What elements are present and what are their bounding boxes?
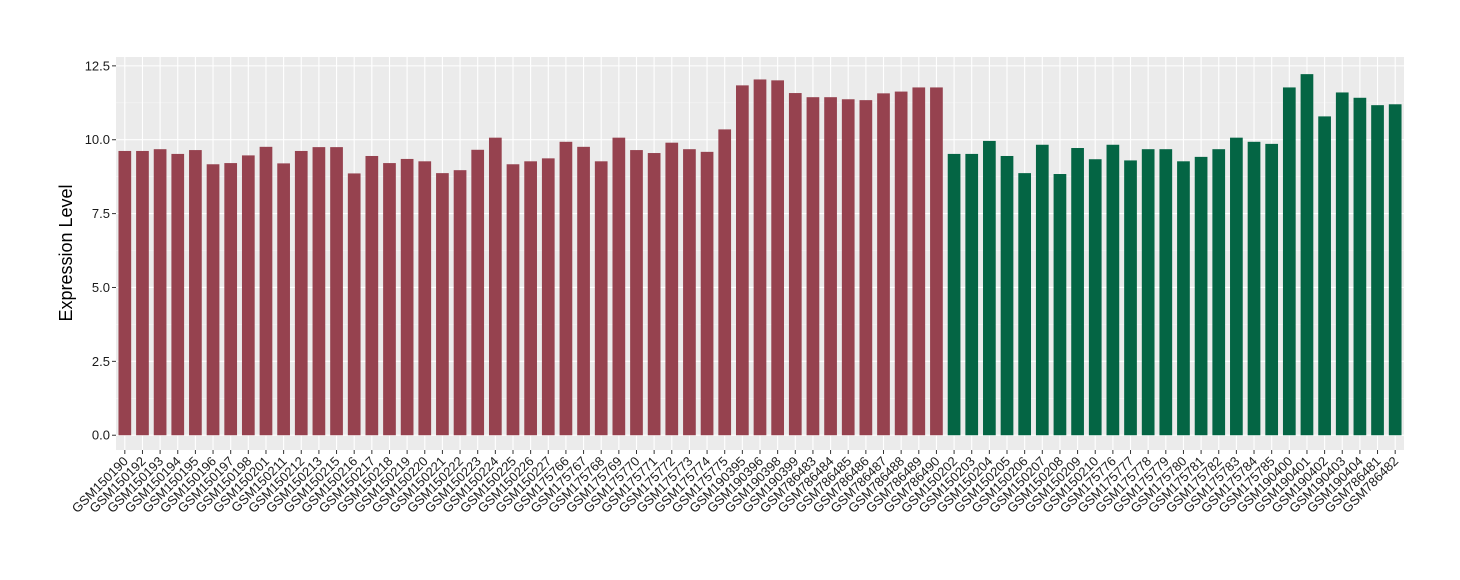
bar [1071, 148, 1084, 436]
bar [1265, 143, 1279, 436]
bar [1353, 97, 1367, 436]
bar [1035, 144, 1049, 436]
bar [841, 99, 855, 436]
bar [1300, 74, 1314, 436]
bar [1388, 104, 1402, 436]
bar [753, 79, 767, 436]
bar [241, 155, 255, 436]
bar [541, 158, 555, 436]
bar [1371, 105, 1384, 436]
bar [1000, 155, 1014, 436]
bar [894, 91, 908, 436]
bar [294, 150, 308, 436]
bar [1088, 159, 1102, 436]
bar [1230, 137, 1243, 436]
bar [1282, 87, 1296, 436]
bar [383, 163, 396, 436]
bar [1318, 116, 1331, 436]
bar [524, 161, 537, 436]
bar [1194, 156, 1208, 436]
bar [1212, 149, 1226, 436]
bar [471, 149, 485, 436]
bar [718, 129, 732, 436]
bar [312, 147, 326, 436]
bar [1335, 92, 1349, 436]
bar [1159, 149, 1173, 436]
bar [1177, 161, 1190, 436]
y-tick-label: 0.0 [92, 428, 110, 443]
y-axis: 0.0 2.5 5.0 7.5 10.0 12.5 [85, 58, 116, 443]
y-axis-title: Expression Level [56, 184, 76, 321]
bar [824, 97, 837, 436]
y-tick-label: 5.0 [92, 280, 110, 295]
x-axis: GSM150190GSM150192GSM150193GSM150194GSM1… [69, 450, 1401, 516]
y-tick-label: 2.5 [92, 354, 110, 369]
bar [930, 87, 943, 436]
bar [947, 153, 961, 436]
bar [647, 153, 661, 436]
bar [577, 146, 590, 436]
bar [453, 170, 467, 436]
bar [488, 137, 502, 436]
bar [118, 150, 132, 436]
bar [365, 155, 379, 436]
bars [118, 74, 1402, 436]
y-tick-label: 7.5 [92, 206, 110, 221]
bar [594, 161, 608, 436]
bar [347, 173, 361, 436]
y-tick-label: 12.5 [85, 58, 110, 73]
bar [806, 97, 820, 436]
bar [506, 164, 520, 436]
bar [965, 153, 979, 436]
bar [277, 163, 290, 436]
bar [1106, 144, 1120, 436]
bar [877, 93, 890, 436]
bar [224, 163, 238, 436]
bar [736, 85, 749, 436]
bar [153, 149, 167, 436]
bar [259, 146, 273, 436]
bar [400, 158, 414, 436]
bar [1018, 173, 1032, 436]
bar [330, 147, 343, 436]
bar [771, 80, 784, 436]
bar [171, 153, 185, 436]
bar [700, 151, 714, 436]
bar [1053, 174, 1067, 436]
bar [983, 140, 996, 436]
bar [612, 137, 626, 436]
bar [1141, 149, 1155, 436]
y-tick-label: 10.0 [85, 132, 110, 147]
bar [665, 142, 679, 436]
bar [1124, 160, 1137, 436]
bar [630, 150, 643, 436]
bar [559, 141, 573, 436]
bar [683, 149, 696, 436]
bar [859, 100, 873, 436]
bar [436, 173, 449, 436]
bar [788, 93, 802, 436]
bar [912, 87, 926, 436]
bar [1247, 141, 1261, 436]
bar [206, 164, 220, 436]
bar [189, 150, 202, 436]
bar [136, 150, 149, 436]
bar [418, 161, 432, 436]
